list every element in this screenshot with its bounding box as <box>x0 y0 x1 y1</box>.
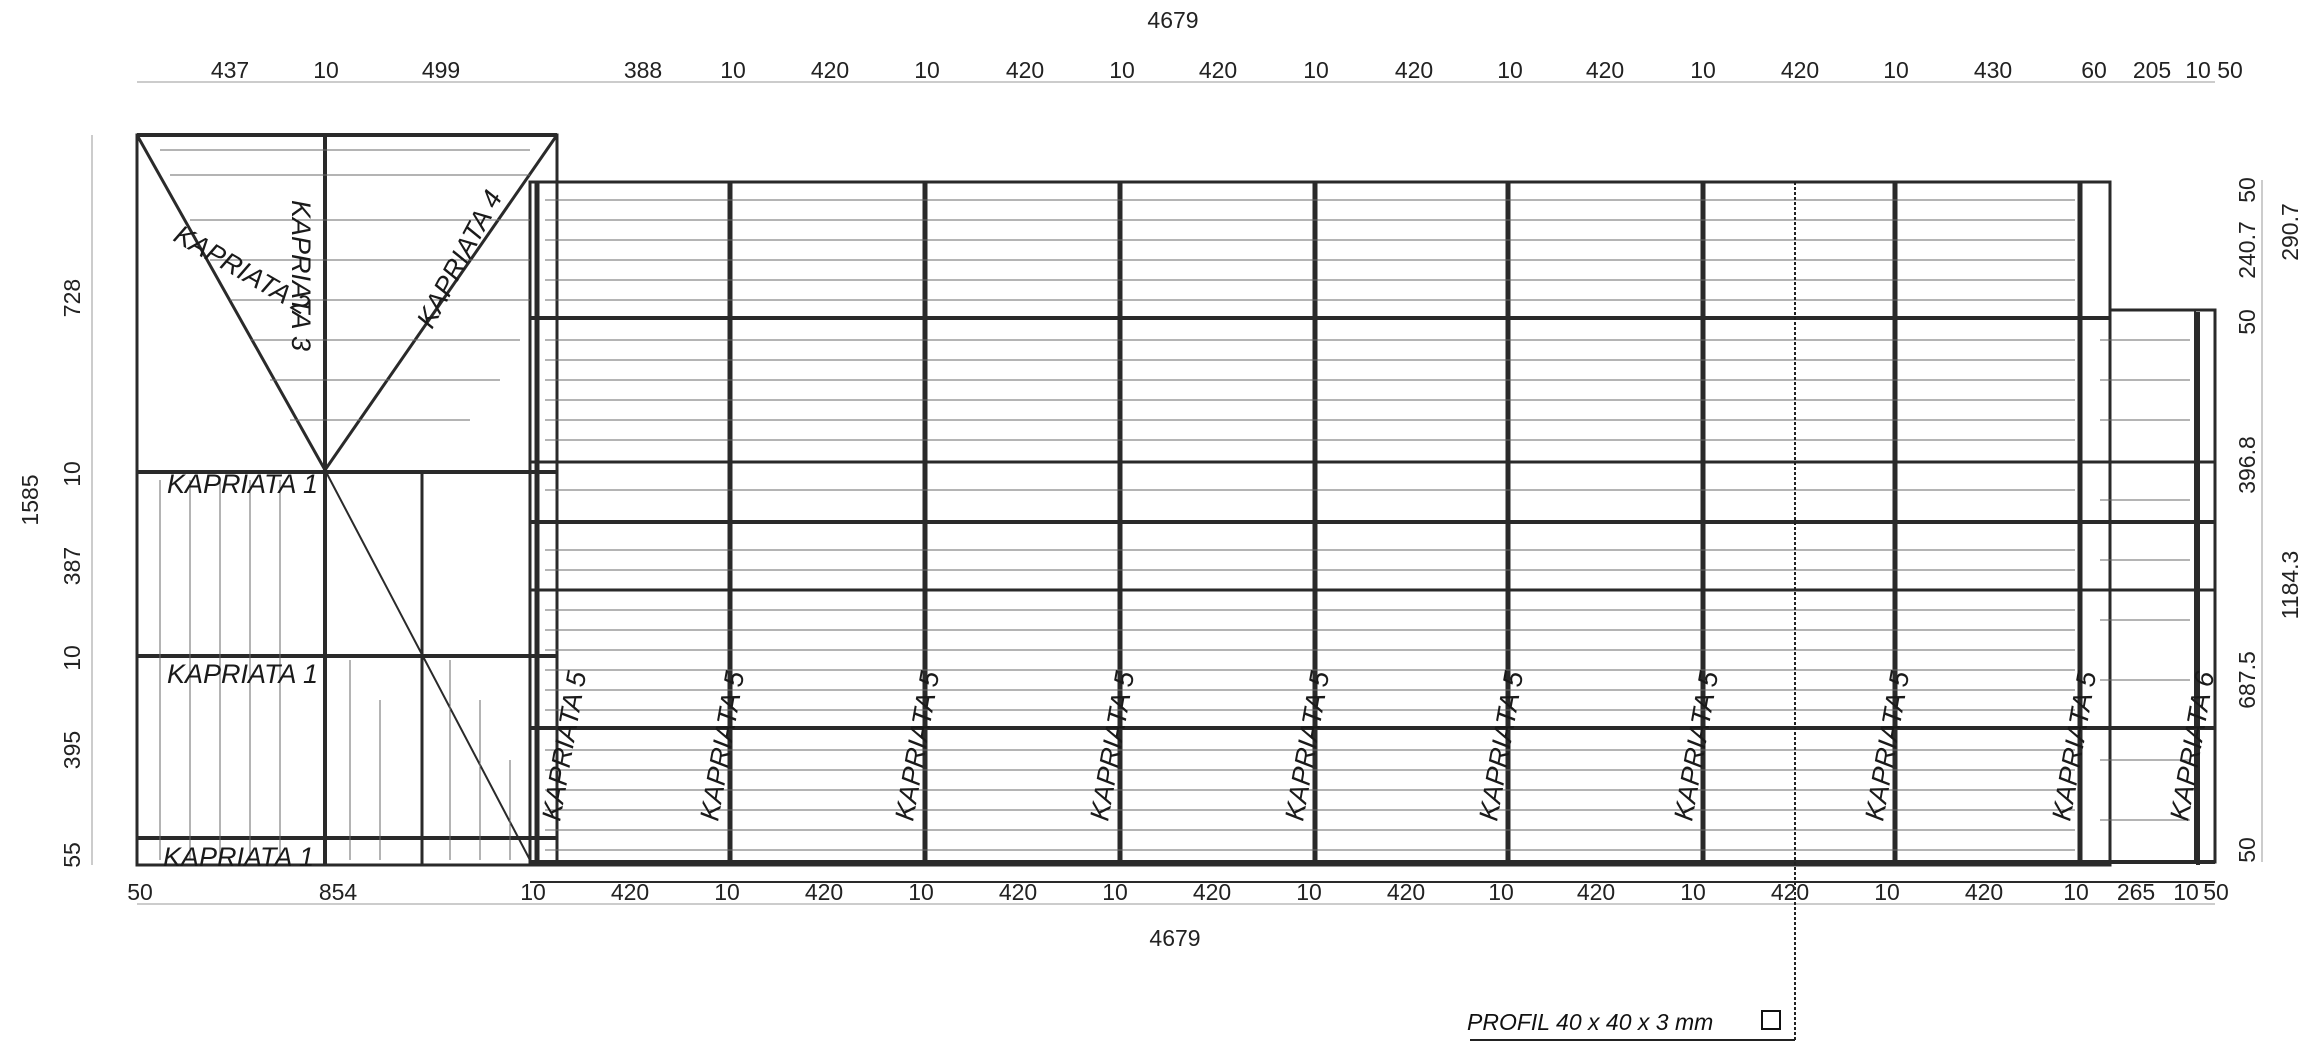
left-dim-4: 395 <box>59 731 85 769</box>
top-dim-18: 60 <box>2081 57 2107 83</box>
right-outer-dim-0: 290.7 <box>2277 203 2303 261</box>
profile-annotation-text: PROFIL 40 x 40 x 3 mm <box>1467 1009 1713 1035</box>
left-dim-1: 10 <box>59 461 85 487</box>
left-dim-5: 55 <box>59 842 85 868</box>
hip-diagonal-right <box>323 134 559 471</box>
top-dim-2: 499 <box>422 57 460 83</box>
truss-label-k1-b: KAPRIATA 1 <box>167 659 318 689</box>
bottom-dim-18: 10 <box>2063 879 2089 905</box>
plan-structure <box>135 133 2217 883</box>
right-outer-dim-1: 1184.3 <box>2277 551 2303 620</box>
right-inner-dim-0: 50 <box>2234 177 2260 203</box>
right-dimension-chain: 50 240.7 50 396.8 687.5 50 290.7 1184.3 <box>2234 177 2303 863</box>
top-dim-1: 10 <box>313 57 339 83</box>
bottom-dim-17: 420 <box>1965 879 2003 905</box>
top-dim-11: 420 <box>1395 57 1433 83</box>
bottom-dim-0: 50 <box>127 879 153 905</box>
bottom-dim-5: 420 <box>805 879 843 905</box>
bottom-dim-6: 10 <box>908 879 934 905</box>
top-dim-6: 10 <box>914 57 940 83</box>
bottom-dim-13: 420 <box>1577 879 1615 905</box>
top-dim-4: 10 <box>720 57 746 83</box>
bottom-dim-19: 265 <box>2117 879 2155 905</box>
top-dim-12: 10 <box>1497 57 1523 83</box>
hip-diagonal-lower <box>324 469 531 861</box>
bottom-dim-16: 10 <box>1874 879 1900 905</box>
top-dim-20: 10 <box>2185 57 2211 83</box>
bottom-dim-2: 10 <box>520 879 546 905</box>
top-dim-14: 10 <box>1690 57 1716 83</box>
bottom-dim-4: 10 <box>714 879 740 905</box>
bottom-dim-20: 10 <box>2173 879 2199 905</box>
top-dim-10: 10 <box>1303 57 1329 83</box>
right-inner-dim-5: 50 <box>2234 837 2260 863</box>
left-dimension-chain: 1585 728 10 387 10 395 55 <box>17 135 93 868</box>
top-dim-19: 205 <box>2133 57 2171 83</box>
bottom-dim-7: 420 <box>999 879 1037 905</box>
top-dim-8: 10 <box>1109 57 1135 83</box>
top-dim-0: 437 <box>211 57 249 83</box>
profile-annotation: PROFIL 40 x 40 x 3 mm <box>1467 182 1796 1041</box>
left-dim-2: 387 <box>59 547 85 585</box>
top-total-dimension: 4679 <box>1147 7 1198 33</box>
right-inner-dim-4: 687.5 <box>2234 651 2260 709</box>
right-inner-dim-2: 50 <box>2234 309 2260 335</box>
top-dim-3: 388 <box>624 57 662 83</box>
truss-label-k3: KAPRIATA 3 <box>286 200 316 351</box>
top-dim-15: 420 <box>1781 57 1819 83</box>
top-dim-17: 430 <box>1974 57 2012 83</box>
top-dim-13: 420 <box>1586 57 1624 83</box>
top-dim-9: 420 <box>1199 57 1237 83</box>
bottom-dim-15: 420 <box>1771 879 1809 905</box>
bottom-dim-21: 50 <box>2203 879 2229 905</box>
bottom-dim-3: 420 <box>611 879 649 905</box>
bottom-dim-12: 10 <box>1488 879 1514 905</box>
square-profile-icon <box>1761 1010 1781 1030</box>
left-dim-0: 728 <box>59 279 85 317</box>
truss-label-k1-a: KAPRIATA 1 <box>167 469 318 499</box>
bottom-dimension-chain: 4679 50 854 10 420 10 420 10 420 10 420 … <box>127 879 2229 951</box>
bottom-dim-9: 420 <box>1193 879 1231 905</box>
bottom-total-dimension: 4679 <box>1149 925 1200 951</box>
bottom-dim-10: 10 <box>1296 879 1322 905</box>
left-dim-3: 10 <box>59 645 85 671</box>
bottom-dim-8: 10 <box>1102 879 1128 905</box>
truss-label-k1-c: KAPRIATA 1 <box>163 842 314 872</box>
right-inner-dim-1: 240.7 <box>2234 221 2260 279</box>
hip-diagonal-left <box>135 134 327 471</box>
hatch-lines <box>159 149 2190 860</box>
left-total-dimension: 1585 <box>17 474 43 525</box>
top-dim-7: 420 <box>1006 57 1044 83</box>
bottom-dim-1: 854 <box>319 879 358 905</box>
top-dim-16: 10 <box>1883 57 1909 83</box>
top-dimension-chain: 4679 437 10 499 388 10 420 10 420 10 420… <box>137 7 2243 83</box>
bottom-dim-14: 10 <box>1680 879 1706 905</box>
bottom-dim-11: 420 <box>1387 879 1425 905</box>
top-dim-5: 420 <box>811 57 849 83</box>
right-inner-dim-3: 396.8 <box>2234 436 2260 494</box>
top-dim-21: 50 <box>2217 57 2243 83</box>
